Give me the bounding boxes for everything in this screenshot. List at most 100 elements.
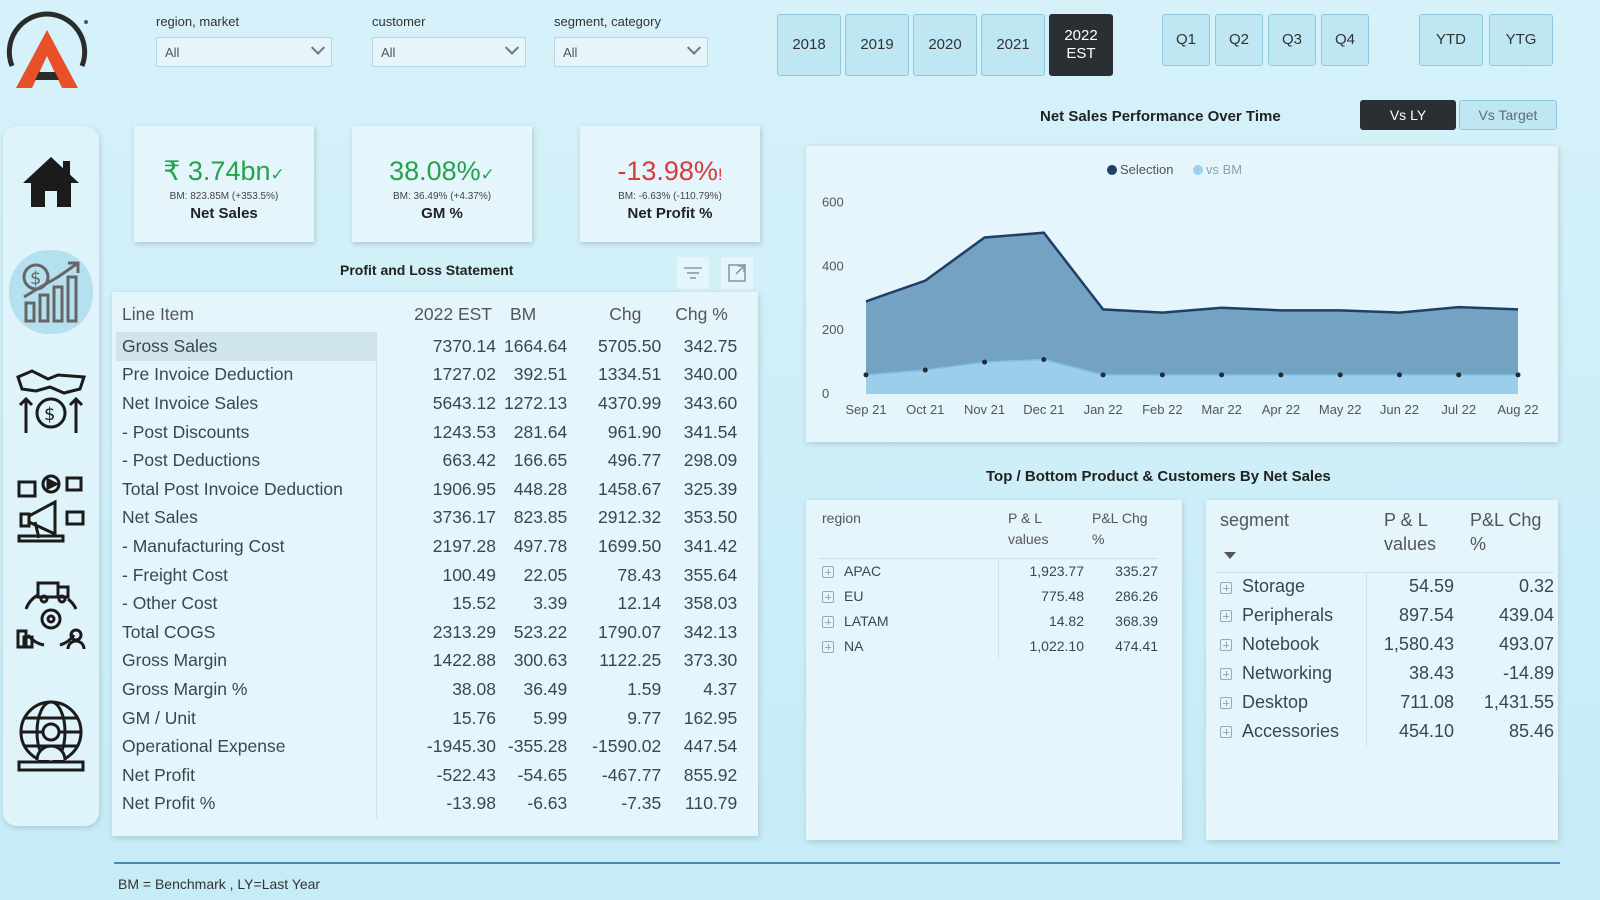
- quarter-button-q1[interactable]: Q1: [1162, 14, 1210, 66]
- expand-plus-icon[interactable]: [822, 640, 834, 653]
- segment-row[interactable]: Accessories 454.10 85.46: [1216, 717, 1554, 746]
- pl-cell: 166.65: [513, 450, 568, 471]
- region-row[interactable]: LATAM 14.82 368.39: [818, 608, 1158, 633]
- footer-divider: [114, 862, 1560, 864]
- pl-row[interactable]: Operational Expense -1945.30 -355.28 -1590.…: [116, 732, 745, 761]
- region-value-cell: 1,923.77: [1029, 562, 1085, 579]
- customer-dropdown[interactable]: All: [372, 37, 526, 67]
- expand-plus-icon[interactable]: [822, 615, 834, 628]
- col-pl-chg-pct[interactable]: P&L Chg %: [1470, 510, 1542, 555]
- kpi-value-text: -13.98%: [617, 156, 718, 186]
- segment-name-cell: Desktop: [1216, 688, 1367, 717]
- pl-row[interactable]: Gross Sales 7370.14 1664.64 5705.50 342.75: [116, 332, 745, 361]
- region-market-dropdown[interactable]: All: [156, 37, 332, 67]
- net-sales-chart: 0 200 400 600 Sep 21 Oct 21 Nov 21 Dec 21 Jan 22…: [806, 146, 1558, 442]
- pl-row[interactable]: - Post Discounts 1243.53 281.64 961.90 341.5…: [116, 417, 745, 447]
- chart-title: Net Sales Performance Over Time: [1040, 108, 1281, 125]
- global-support-icon[interactable]: [9, 694, 93, 778]
- filter-icon[interactable]: [677, 257, 709, 289]
- col-pl-values[interactable]: P & L values: [1008, 510, 1049, 547]
- x-tick-label: Nov 21: [964, 402, 1005, 417]
- series-bm-point: [1396, 372, 1402, 378]
- pl-row[interactable]: Pre Invoice Deduction 1727.02 392.51 1334.5…: [116, 360, 745, 390]
- pl-row[interactable]: - Post Deductions 663.42 166.65 496.77 298.0…: [116, 446, 745, 475]
- pl-row[interactable]: - Other Cost 15.52 3.39 12.14 358.03: [116, 589, 745, 618]
- region-row[interactable]: NA 1,022.10 474.41: [818, 633, 1158, 658]
- col-pl-values[interactable]: P & L values: [1384, 510, 1437, 555]
- pl-row[interactable]: - Manufacturing Cost 2197.28 497.78 1699.50…: [116, 532, 745, 561]
- home-icon[interactable]: [9, 140, 93, 224]
- marketing-icon[interactable]: [9, 466, 93, 550]
- segment-row[interactable]: Storage 54.59 0.32: [1216, 572, 1554, 601]
- segment-category-slicer[interactable]: segment, category All: [554, 14, 708, 67]
- col-chg[interactable]: Chg: [609, 303, 642, 324]
- segment-name: Notebook: [1242, 634, 1320, 654]
- col-line-item[interactable]: Line Item: [122, 303, 194, 324]
- legend-selection-swatch: [1107, 165, 1117, 175]
- segment-category-dropdown[interactable]: All: [554, 37, 708, 67]
- kpi-value: -13.98%!: [580, 156, 760, 187]
- slicer-label: customer: [372, 14, 426, 29]
- pl-row[interactable]: Net Sales 3736.17 823.85 2912.32 353.50: [116, 503, 745, 533]
- pl-row[interactable]: Gross Margin 1422.88 300.63 1122.25 373.30: [116, 646, 745, 676]
- segment-row[interactable]: Peripherals 897.54 439.04: [1216, 601, 1554, 630]
- expand-plus-icon[interactable]: [1220, 610, 1232, 623]
- kpi-value-text: ₹ 3.74bn: [163, 156, 271, 186]
- pl-row[interactable]: Total COGS 2313.29 523.22 1790.07 342.13: [116, 617, 745, 647]
- segment-row[interactable]: Desktop 711.08 1,431.55: [1216, 688, 1554, 717]
- col-region[interactable]: region: [822, 510, 861, 526]
- vs-target-button[interactable]: Vs Target: [1459, 100, 1557, 130]
- region-market-slicer[interactable]: region, market All: [156, 14, 332, 67]
- y-tick-label: 0: [822, 386, 829, 401]
- pl-row[interactable]: Net Profit -522.43 -54.65 -467.77 855.92: [116, 760, 745, 790]
- supply-chain-icon[interactable]: [9, 574, 93, 658]
- region-row[interactable]: EU 775.48 286.26: [818, 583, 1158, 608]
- pl-cell: 448.28: [513, 478, 568, 499]
- region-name-cell: EU: [818, 583, 999, 608]
- slicer-label: segment, category: [554, 14, 661, 29]
- region-row[interactable]: APAC 1,923.77 335.27: [818, 558, 1158, 583]
- year-button-2018[interactable]: 2018: [777, 14, 841, 76]
- col-bm[interactable]: BM: [510, 303, 537, 324]
- pl-line-item: Gross Margin %: [116, 675, 377, 704]
- handshake-money-icon[interactable]: $: [9, 358, 93, 442]
- expand-plus-icon[interactable]: [822, 590, 834, 603]
- year-button-2022-est[interactable]: 2022 EST: [1049, 14, 1113, 76]
- year-button-2020[interactable]: 2020: [913, 14, 977, 76]
- pl-row[interactable]: Gross Margin % 38.08 36.49 1.59 4.37: [116, 675, 745, 704]
- quarter-button-q4[interactable]: Q4: [1321, 14, 1369, 66]
- col-chg-pct[interactable]: Chg %: [675, 303, 728, 324]
- pl-row[interactable]: Total Post Invoice Deduction 1906.95 448.2…: [116, 474, 745, 504]
- col-pl-chg-pct[interactable]: P&L Chg %: [1092, 510, 1148, 547]
- pl-row[interactable]: Net Invoice Sales 5643.12 1272.13 4370.99 34…: [116, 389, 745, 418]
- pl-row[interactable]: - Freight Cost 100.49 22.05 78.43 355.64: [116, 560, 745, 590]
- col-segment[interactable]: segment: [1216, 508, 1366, 572]
- segment-row[interactable]: Notebook 1,580.43 493.07: [1216, 630, 1554, 659]
- pl-cell: 373.30: [683, 650, 738, 671]
- pl-cell: 298.09: [683, 450, 738, 471]
- col-2022-est[interactable]: 2022 EST: [414, 303, 492, 324]
- expand-plus-icon[interactable]: [1220, 697, 1232, 710]
- expand-plus-icon[interactable]: [1220, 639, 1232, 652]
- x-tick-label: Jan 22: [1084, 402, 1123, 417]
- year-button-2021[interactable]: 2021: [981, 14, 1045, 76]
- quarter-button-q2[interactable]: Q2: [1215, 14, 1263, 66]
- slicer-value: All: [563, 44, 578, 60]
- pl-row[interactable]: Net Profit % -13.98 -6.63 -7.35 110.79: [116, 789, 745, 819]
- ytg-button[interactable]: YTG: [1489, 14, 1553, 66]
- expand-plus-icon[interactable]: [1220, 668, 1232, 681]
- quarter-button-q3[interactable]: Q3: [1268, 14, 1316, 66]
- customer-slicer[interactable]: customer All: [372, 14, 526, 67]
- expand-plus-icon[interactable]: [1220, 581, 1232, 594]
- vs-ly-button[interactable]: Vs LY: [1360, 100, 1456, 130]
- segment-row[interactable]: Networking 38.43 -14.89: [1216, 659, 1554, 688]
- year-button-2019[interactable]: 2019: [845, 14, 909, 76]
- expand-icon[interactable]: [721, 257, 753, 289]
- pl-cell: 1.59: [627, 678, 662, 699]
- pl-cell: -6.63: [527, 793, 568, 814]
- expand-plus-icon[interactable]: [822, 566, 834, 579]
- expand-plus-icon[interactable]: [1220, 726, 1232, 739]
- ytd-button[interactable]: YTD: [1419, 14, 1483, 66]
- pl-row[interactable]: GM / Unit 15.76 5.99 9.77 162.95: [116, 703, 745, 733]
- finance-chart-icon[interactable]: $: [9, 250, 93, 334]
